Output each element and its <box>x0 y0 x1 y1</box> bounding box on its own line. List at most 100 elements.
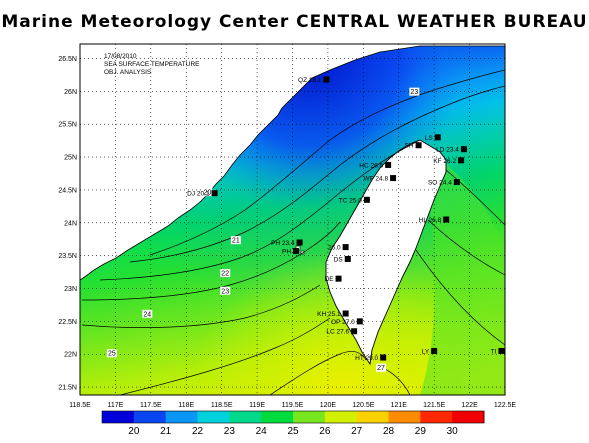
contour-label: 20 <box>202 188 213 197</box>
colorbar-swatch <box>261 411 294 423</box>
stations: QZ 18.1 LS SH LD 23.4 KF 26.2 HC 26.6 SO 24.4 W… <box>187 76 505 363</box>
station-label: OP 27.0 <box>331 319 355 326</box>
station-label: TC 25.0 <box>339 197 363 204</box>
lon-tick-label: 121E <box>391 402 408 409</box>
station-label: LD 23.4 <box>436 147 459 154</box>
contour-label: 25 <box>106 349 117 358</box>
station-label: TI <box>491 348 497 355</box>
colorbar-swatch <box>356 411 389 423</box>
colorbar-swatch <box>165 411 198 423</box>
lon-tick-label: 122.5E <box>494 402 517 409</box>
graticule <box>80 44 505 395</box>
station-marker[interactable]: OP 27.0 <box>331 318 363 326</box>
station-marker[interactable]: WF 24.8 <box>364 175 397 183</box>
station-marker[interactable]: TC 25.0 <box>339 196 370 205</box>
svg-text:23: 23 <box>221 288 229 295</box>
station-marker[interactable]: PH <box>282 248 300 256</box>
lat-tick-label: 21.5N <box>58 385 77 392</box>
product-label: SEA SURFACE TEMPERATURE <box>104 61 200 68</box>
lon-tick-label: 121.5E <box>423 402 446 409</box>
colorbar-swatch <box>388 411 421 423</box>
station-label: QZ 18.1 <box>298 77 322 84</box>
colorbar-label: 29 <box>415 426 427 437</box>
station-label: LS <box>425 135 434 142</box>
colorbar-label: 30 <box>447 426 459 437</box>
svg-text:25: 25 <box>108 351 116 358</box>
station-label: HC 26.6 <box>359 162 383 169</box>
station-marker[interactable]: KF 26.2 <box>433 157 465 165</box>
lat-tick-label: 25.5N <box>58 122 77 129</box>
colorbar-label: 20 <box>128 426 140 437</box>
station-label: DJ 20.1 <box>187 191 210 198</box>
station-marker[interactable]: QZ 18.1 <box>298 76 330 84</box>
colorbar-swatch <box>452 411 485 423</box>
station-marker[interactable]: LC 27.6 <box>326 328 358 336</box>
colorbar-swatch <box>229 411 262 423</box>
colorbar-label: 22 <box>192 426 204 437</box>
station-marker[interactable]: HC 26.6 <box>359 161 392 170</box>
station-marker[interactable]: LD 23.4 <box>436 146 467 154</box>
lat-tick-label: 24N <box>64 220 77 227</box>
colorbar-swatch <box>133 411 167 423</box>
station-label: KH 25.1 <box>317 311 341 318</box>
station-marker[interactable]: LY <box>422 347 438 356</box>
lat-tick-label: 22.5N <box>58 319 77 326</box>
station-marker[interactable]: HL 26.8 <box>419 216 450 225</box>
station-label: DS <box>334 256 344 263</box>
lat-tick-label: 26N <box>64 89 77 96</box>
colorbar-label: 23 <box>224 426 236 437</box>
colorbar-label: 25 <box>287 426 299 437</box>
colorbar-label: 27 <box>351 426 363 437</box>
page-title: Marine Meteorology Center CENTRAL WEATHE… <box>1 12 588 32</box>
station-label: HL 26.8 <box>419 217 442 224</box>
contour-label: 23 <box>409 87 420 96</box>
contour-labels: 20 21 22 23 24 25 27 23 <box>106 87 420 372</box>
colorbar-swatch <box>420 411 453 423</box>
station-label: PH 23.4 <box>271 240 295 247</box>
svg-text:21: 21 <box>232 238 240 245</box>
colorbar-label: 21 <box>160 426 172 437</box>
station-label: LC 27.6 <box>326 329 349 336</box>
lat-tick-label: 23.5N <box>58 253 77 260</box>
lon-tick-label: 122E <box>461 402 478 409</box>
lat-tick-label: 25N <box>64 155 77 162</box>
colorbar-label: 26 <box>319 426 331 437</box>
svg-text:27: 27 <box>377 365 385 372</box>
mainland-land <box>80 44 505 281</box>
station-marker[interactable]: TI <box>491 347 505 356</box>
station-marker[interactable]: DS <box>334 255 351 264</box>
lon-tick-label: 119.5E <box>282 402 304 409</box>
lon-tick-label: 120.5E <box>352 402 375 409</box>
contour-label: 21 <box>230 236 241 245</box>
svg-text:24: 24 <box>143 311 151 318</box>
station-marker[interactable]: SO 24.4 <box>428 179 460 187</box>
lon-tick-label: 118.5E <box>69 402 91 409</box>
date-label: 17/08/2010 <box>104 53 137 60</box>
lon-tick-label: 120E <box>320 402 337 409</box>
svg-text:22: 22 <box>221 271 229 278</box>
station-label: LY <box>422 348 430 355</box>
station-marker[interactable]: PH 23.4 <box>271 239 303 248</box>
station-label: HT 29.0 <box>355 355 378 362</box>
station-marker[interactable]: SH <box>405 142 422 150</box>
station-label: PH <box>282 249 291 256</box>
station-marker[interactable]: 26.0 <box>328 244 349 252</box>
contour-label: 22 <box>220 269 231 278</box>
colorbar-swatch <box>197 411 230 423</box>
lat-tick-label: 22N <box>64 352 77 359</box>
station-marker[interactable]: DE <box>325 275 342 284</box>
station-marker[interactable]: DJ 20.1 <box>187 190 218 198</box>
station-label: WF 24.8 <box>364 176 389 183</box>
plot-frame <box>79 43 506 396</box>
colorbar-label: 24 <box>256 426 268 437</box>
taiwan-island <box>325 139 447 366</box>
station-marker[interactable]: LS <box>425 134 441 142</box>
station-label: 26.0 <box>328 245 341 252</box>
svg-text:20: 20 <box>204 190 212 197</box>
lon-tick-label: 118E <box>178 402 194 409</box>
station-marker[interactable]: KH 25.1 <box>317 310 349 318</box>
colorbar: 20 21 22 23 24 25 26 27 28 29 30 <box>101 410 485 437</box>
station-marker[interactable]: HT 29.0 <box>355 354 387 363</box>
station-label: DE <box>325 276 335 283</box>
